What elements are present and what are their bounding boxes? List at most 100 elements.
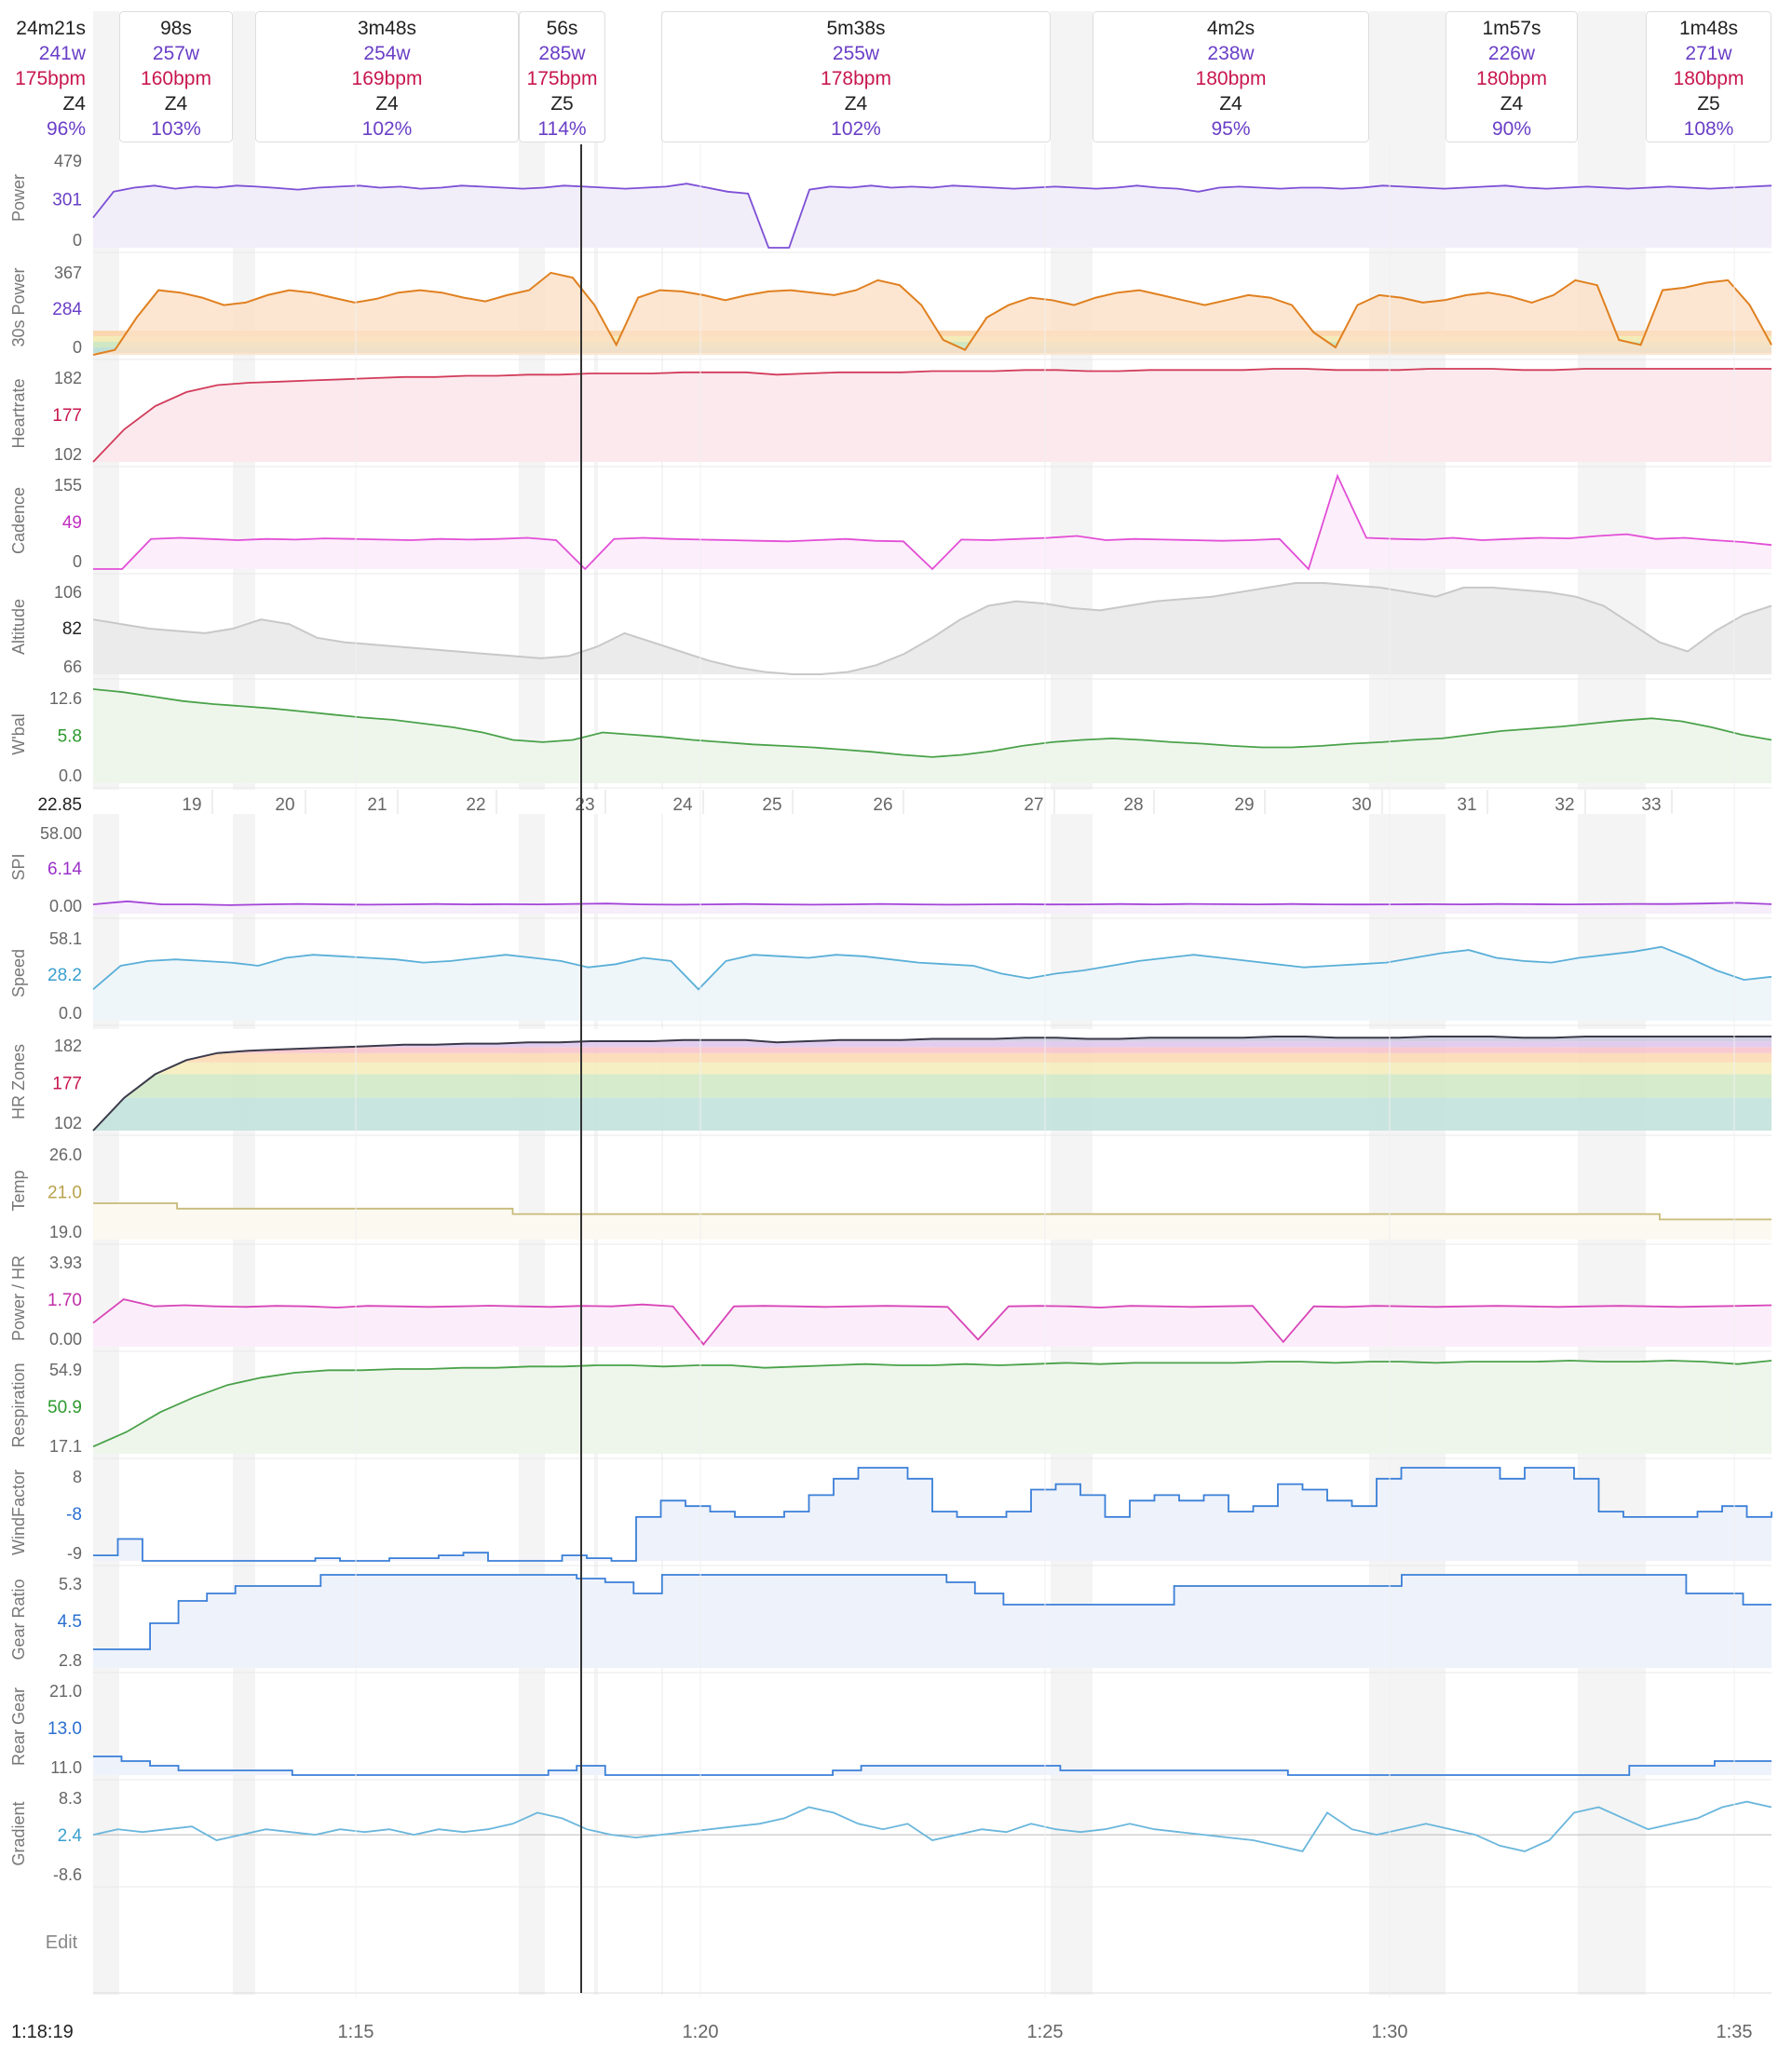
tick-max-power: 479 bbox=[54, 152, 82, 170]
summary-duration: 24m21s bbox=[16, 18, 86, 39]
interval-percent: 102% bbox=[362, 118, 413, 140]
time-tick-label: 1:30 bbox=[1372, 2022, 1408, 2042]
panel-label-reargear: Rear Gear bbox=[9, 1688, 28, 1766]
distance-tick-label: 22 bbox=[466, 795, 485, 815]
series-area-wbal bbox=[93, 689, 1772, 783]
summary-heartrate: 175bpm bbox=[15, 68, 86, 89]
interval-power: 254w bbox=[363, 43, 411, 64]
tick-max-respiration: 54.9 bbox=[49, 1361, 82, 1379]
interval-duration: 3m48s bbox=[358, 18, 416, 39]
tick-current-cadence: 49 bbox=[62, 513, 82, 533]
distance-tick-label: 28 bbox=[1123, 795, 1143, 815]
panel-label-hrzones: HR Zones bbox=[9, 1044, 28, 1119]
hr-zone-band bbox=[93, 1047, 1772, 1053]
series-line-powerhr[interactable] bbox=[92, 1298, 1772, 1346]
series-line-heartrate[interactable] bbox=[92, 368, 1772, 463]
interval-heartrate: 178bpm bbox=[821, 68, 891, 89]
tick-min-wbal: 0.0 bbox=[59, 766, 82, 785]
tick-max-gearratio: 5.3 bbox=[59, 1575, 82, 1593]
tick-max-temp: 26.0 bbox=[49, 1146, 82, 1164]
panel-label-gearratio: Gear Ratio bbox=[9, 1579, 28, 1660]
series-area-heartrate bbox=[93, 369, 1772, 462]
series-line-wbal[interactable] bbox=[92, 688, 1772, 758]
tick-min-temp: 19.0 bbox=[49, 1223, 82, 1241]
panel-label-powerhr: Power / HR bbox=[9, 1255, 28, 1341]
interval-power: 257w bbox=[153, 43, 200, 64]
tick-max-speed: 58.1 bbox=[49, 929, 82, 948]
series-area-windfactor bbox=[93, 1468, 1772, 1561]
series-line-reargear[interactable] bbox=[93, 1756, 1772, 1776]
distance-tick-label: 33 bbox=[1641, 795, 1661, 815]
interval-card[interactable] bbox=[119, 11, 233, 142]
series-line-windfactor[interactable] bbox=[93, 1467, 1772, 1562]
panel-label-cadence: Cadence bbox=[9, 487, 28, 554]
series-area-power bbox=[93, 183, 1772, 248]
interval-power: 255w bbox=[833, 43, 880, 64]
tick-current-gradient: 2.4 bbox=[58, 1826, 83, 1846]
tick-current-spi: 6.14 bbox=[48, 860, 82, 879]
panel-label-power30: 30s Power bbox=[9, 267, 28, 346]
tick-current-altitude: 82 bbox=[62, 619, 82, 639]
interval-heartrate: 180bpm bbox=[1196, 68, 1267, 89]
panel-label-wbal: W'bal bbox=[9, 713, 28, 754]
series-line-spi[interactable] bbox=[92, 900, 1772, 906]
interval-card[interactable] bbox=[661, 11, 1051, 142]
series-line-speed[interactable] bbox=[92, 945, 1772, 991]
tick-current-power30: 284 bbox=[52, 300, 82, 319]
series-line-power30[interactable] bbox=[92, 271, 1772, 356]
tick-max-hrzones: 182 bbox=[54, 1037, 82, 1055]
tick-min-altitude: 66 bbox=[63, 657, 82, 676]
hr-zone-band bbox=[93, 1041, 1772, 1048]
interval-duration: 5m38s bbox=[826, 18, 885, 39]
distance-tick-label: 31 bbox=[1457, 795, 1476, 815]
tick-max-wbal: 12.6 bbox=[49, 689, 82, 708]
distance-tick-label: 29 bbox=[1234, 795, 1254, 815]
series-line-respiration[interactable] bbox=[92, 1360, 1772, 1448]
tick-min-power: 0 bbox=[73, 231, 82, 250]
summary-percent: 96% bbox=[47, 118, 86, 140]
interval-power: 285w bbox=[538, 43, 586, 64]
edit-button: Edit bbox=[46, 1932, 78, 1953]
interval-percent: 103% bbox=[151, 118, 201, 140]
distance-tick-label: 30 bbox=[1351, 795, 1371, 815]
interval-card[interactable] bbox=[1446, 11, 1578, 142]
series-area-powerhr bbox=[93, 1299, 1772, 1347]
summary-zone: Z4 bbox=[62, 93, 86, 115]
tick-min-reargear: 11.0 bbox=[50, 1758, 82, 1777]
series-line-temp[interactable] bbox=[93, 1202, 1772, 1221]
series-line-gradient[interactable] bbox=[92, 1800, 1772, 1852]
series-area-speed bbox=[93, 946, 1772, 1021]
interval-heartrate: 160bpm bbox=[141, 68, 211, 89]
panel-label-gradient: Gradient bbox=[9, 1801, 28, 1865]
interval-percent: 95% bbox=[1211, 118, 1250, 140]
interval-duration: 4m2s bbox=[1207, 18, 1255, 39]
series-line-gearratio[interactable] bbox=[93, 1574, 1772, 1650]
tick-current-heartrate: 177 bbox=[52, 406, 82, 426]
tick-current-temp: 21.0 bbox=[48, 1184, 82, 1203]
interval-duration: 1m48s bbox=[1679, 18, 1738, 39]
interval-percent: 90% bbox=[1492, 118, 1531, 140]
series-line-power[interactable] bbox=[92, 183, 1772, 249]
series-line-hrzones[interactable] bbox=[92, 1036, 1772, 1132]
interval-card[interactable] bbox=[519, 11, 605, 142]
interval-zone: Z4 bbox=[165, 93, 188, 115]
interval-card[interactable] bbox=[1093, 11, 1369, 142]
interval-zone: Z5 bbox=[550, 93, 574, 115]
panel-label-temp: Temp bbox=[9, 1170, 28, 1211]
series-line-cadence[interactable] bbox=[93, 473, 1772, 571]
panel-label-spi: SPI bbox=[9, 853, 28, 880]
interval-card[interactable] bbox=[1646, 11, 1772, 142]
interval-heartrate: 175bpm bbox=[527, 68, 598, 89]
tick-current-speed: 28.2 bbox=[48, 966, 82, 985]
panel-label-windfactor: WindFactor bbox=[9, 1470, 28, 1555]
tick-max-gradient: 8.3 bbox=[59, 1789, 82, 1808]
interval-zone: Z5 bbox=[1697, 93, 1720, 115]
interval-percent: 102% bbox=[831, 118, 881, 140]
series-line-altitude[interactable] bbox=[92, 582, 1772, 675]
series-area-power30 bbox=[93, 272, 1772, 355]
time-tick-label: 1:35 bbox=[1717, 2022, 1753, 2042]
hr-zone-band bbox=[93, 1052, 1772, 1063]
interval-card[interactable] bbox=[255, 11, 519, 142]
